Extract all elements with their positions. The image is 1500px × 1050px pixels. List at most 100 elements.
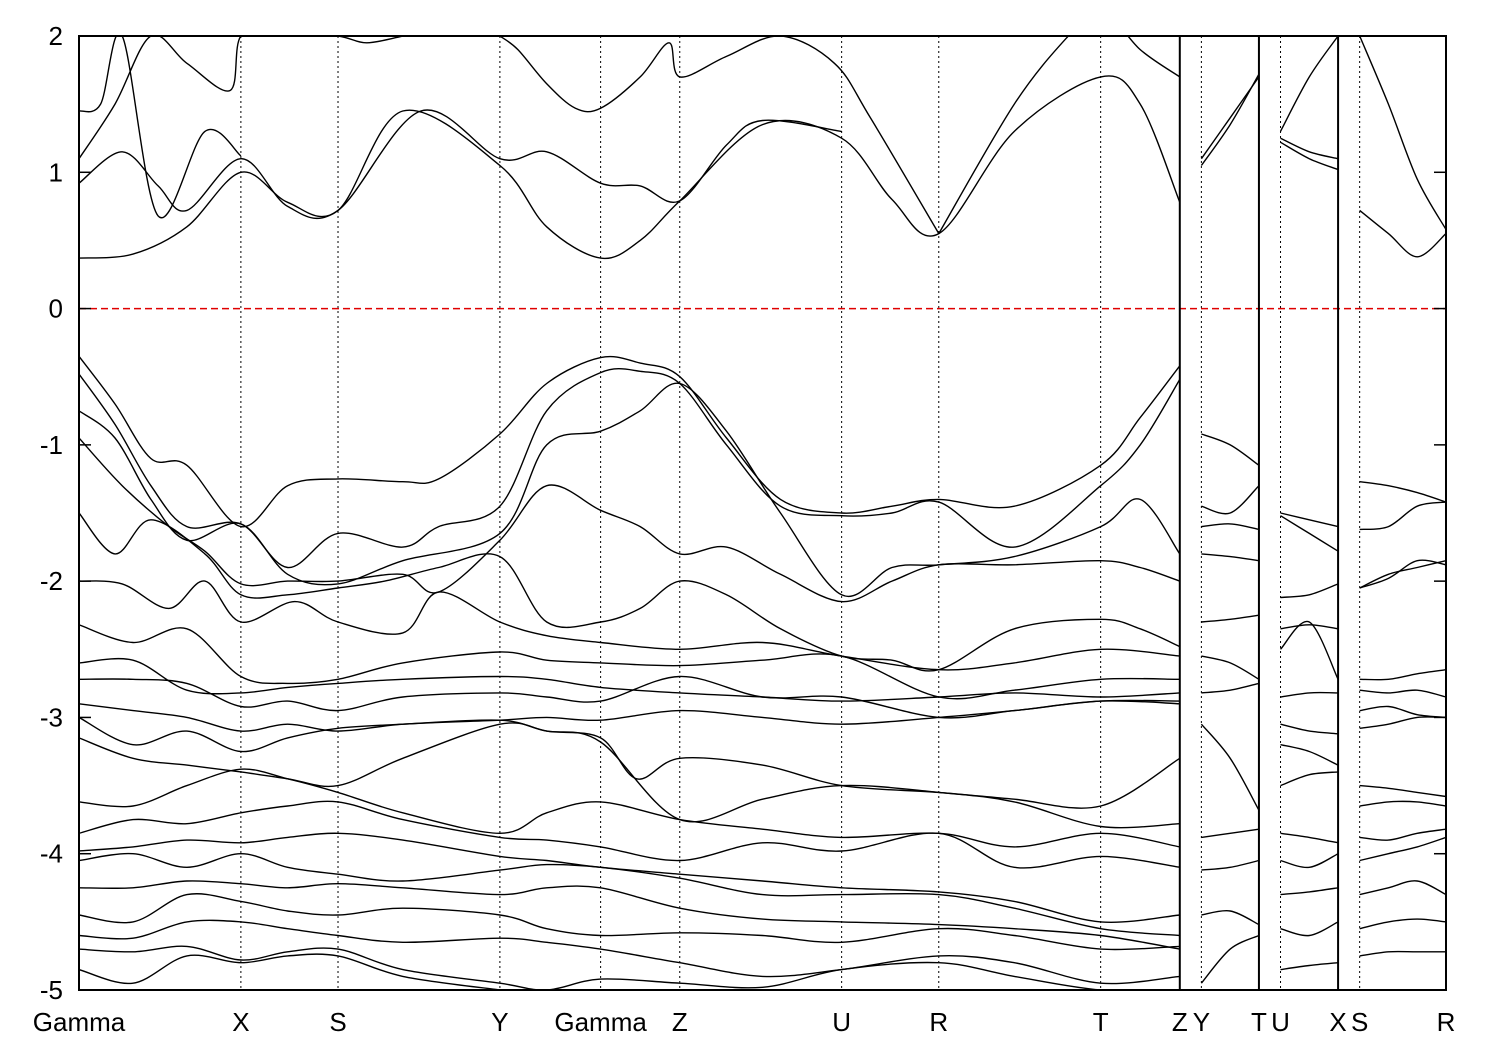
kpoint-label: U bbox=[1271, 1007, 1290, 1037]
band-line bbox=[1280, 853, 1339, 869]
band-line bbox=[1359, 560, 1446, 589]
band-line bbox=[1359, 501, 1446, 531]
band-line bbox=[1280, 921, 1339, 937]
band-line bbox=[79, 109, 842, 220]
band-line bbox=[1279, 36, 1339, 132]
band-line bbox=[1280, 624, 1339, 630]
y-tick-label: -5 bbox=[40, 975, 63, 1005]
band-line bbox=[1201, 828, 1260, 839]
band-line bbox=[1280, 887, 1339, 896]
band-line bbox=[79, 800, 1180, 869]
band-line bbox=[1359, 950, 1446, 957]
kpoint-label: X bbox=[232, 1007, 249, 1037]
kpoint-label: Gamma bbox=[554, 1007, 647, 1037]
band-line bbox=[79, 768, 1180, 848]
y-tick-label: 0 bbox=[49, 294, 63, 324]
y-tick-label: 2 bbox=[49, 21, 63, 51]
band-line bbox=[1359, 800, 1446, 807]
band-line bbox=[1359, 716, 1446, 729]
kpoint-label: Y bbox=[1193, 1007, 1210, 1037]
kpoint-label: T bbox=[1251, 1007, 1267, 1037]
band-line bbox=[1201, 553, 1260, 562]
band-line bbox=[79, 945, 1180, 990]
band-line bbox=[79, 953, 500, 990]
band-line bbox=[1359, 836, 1446, 862]
band-line bbox=[79, 437, 1181, 603]
band-line bbox=[79, 580, 1180, 671]
kpoint-label: Z bbox=[672, 1007, 688, 1037]
band-line bbox=[79, 355, 1181, 528]
kpoint-label: U bbox=[832, 1007, 851, 1037]
band-line bbox=[1359, 36, 1446, 230]
kpoint-label: R bbox=[1437, 1007, 1456, 1037]
band-line bbox=[79, 512, 1181, 672]
band-line bbox=[1280, 137, 1339, 160]
kpoint-label: R bbox=[929, 1007, 948, 1037]
band-line bbox=[1280, 832, 1339, 844]
plot-frame bbox=[78, 35, 1447, 991]
band-line bbox=[1359, 918, 1446, 930]
kpoint-label: Gamma bbox=[33, 1007, 126, 1037]
y-tick-label: 1 bbox=[49, 157, 63, 187]
band-line bbox=[1359, 689, 1446, 698]
band-line bbox=[1280, 744, 1339, 766]
band-line bbox=[1200, 76, 1260, 160]
band-line bbox=[79, 382, 1181, 598]
band-line bbox=[1201, 614, 1260, 623]
band-line bbox=[1359, 209, 1446, 258]
band-line bbox=[79, 919, 1180, 985]
band-line bbox=[1201, 909, 1260, 926]
band-line bbox=[1279, 620, 1339, 680]
kpoint-label: S bbox=[329, 1007, 346, 1037]
x-axis-kpoint-labels: Gamma X S Y Gamma Z U R T Z Y T U X S R bbox=[33, 1007, 1456, 1037]
y-tick-label: -3 bbox=[40, 702, 63, 732]
kpoint-label: T bbox=[1093, 1007, 1109, 1037]
bands-group bbox=[79, 36, 1446, 990]
band-line bbox=[1359, 784, 1446, 798]
band-line bbox=[79, 624, 1180, 700]
band-line bbox=[79, 832, 1180, 923]
band-line bbox=[1280, 723, 1339, 735]
band-line bbox=[499, 36, 940, 234]
band-line bbox=[79, 893, 1180, 951]
band-line bbox=[1200, 723, 1260, 811]
y-tick-label: -2 bbox=[40, 566, 63, 596]
band-line bbox=[1280, 515, 1339, 552]
band-line bbox=[1280, 691, 1339, 698]
band-line bbox=[1359, 481, 1446, 503]
band-line bbox=[1201, 859, 1260, 871]
band-line bbox=[79, 36, 403, 160]
band-line bbox=[79, 852, 1180, 937]
band-line bbox=[79, 880, 1180, 950]
band-line bbox=[1280, 512, 1339, 528]
band-line bbox=[1201, 485, 1260, 515]
band-line bbox=[1359, 880, 1446, 896]
kpoint-label: X bbox=[1329, 1007, 1346, 1037]
y-tick-label: -4 bbox=[40, 839, 63, 869]
band-line bbox=[79, 675, 1180, 719]
band-line bbox=[1280, 771, 1339, 787]
band-line bbox=[1359, 828, 1446, 841]
band-line bbox=[79, 722, 1180, 829]
band-line bbox=[1359, 559, 1446, 589]
kpoint-label: S bbox=[1351, 1007, 1368, 1037]
band-line bbox=[1201, 433, 1260, 466]
band-line bbox=[1201, 655, 1260, 680]
band-line bbox=[79, 657, 1180, 702]
path-break-group bbox=[1178, 36, 1340, 990]
band-line bbox=[1280, 141, 1339, 171]
kpoint-label: Y bbox=[491, 1007, 508, 1037]
band-line bbox=[1200, 934, 1260, 984]
band-line bbox=[79, 36, 242, 219]
band-line bbox=[1201, 523, 1260, 531]
band-line bbox=[1201, 682, 1260, 694]
y-axis-ticks: 2 1 0 -1 -2 -3 -4 -5 bbox=[40, 21, 1446, 1005]
kpoint-label: Z bbox=[1172, 1007, 1188, 1037]
band-line bbox=[79, 75, 1181, 260]
band-line bbox=[938, 36, 1181, 234]
band-line bbox=[1280, 962, 1339, 971]
band-line bbox=[1280, 583, 1339, 599]
band-line bbox=[79, 700, 1180, 732]
y-tick-label: -1 bbox=[40, 430, 63, 460]
